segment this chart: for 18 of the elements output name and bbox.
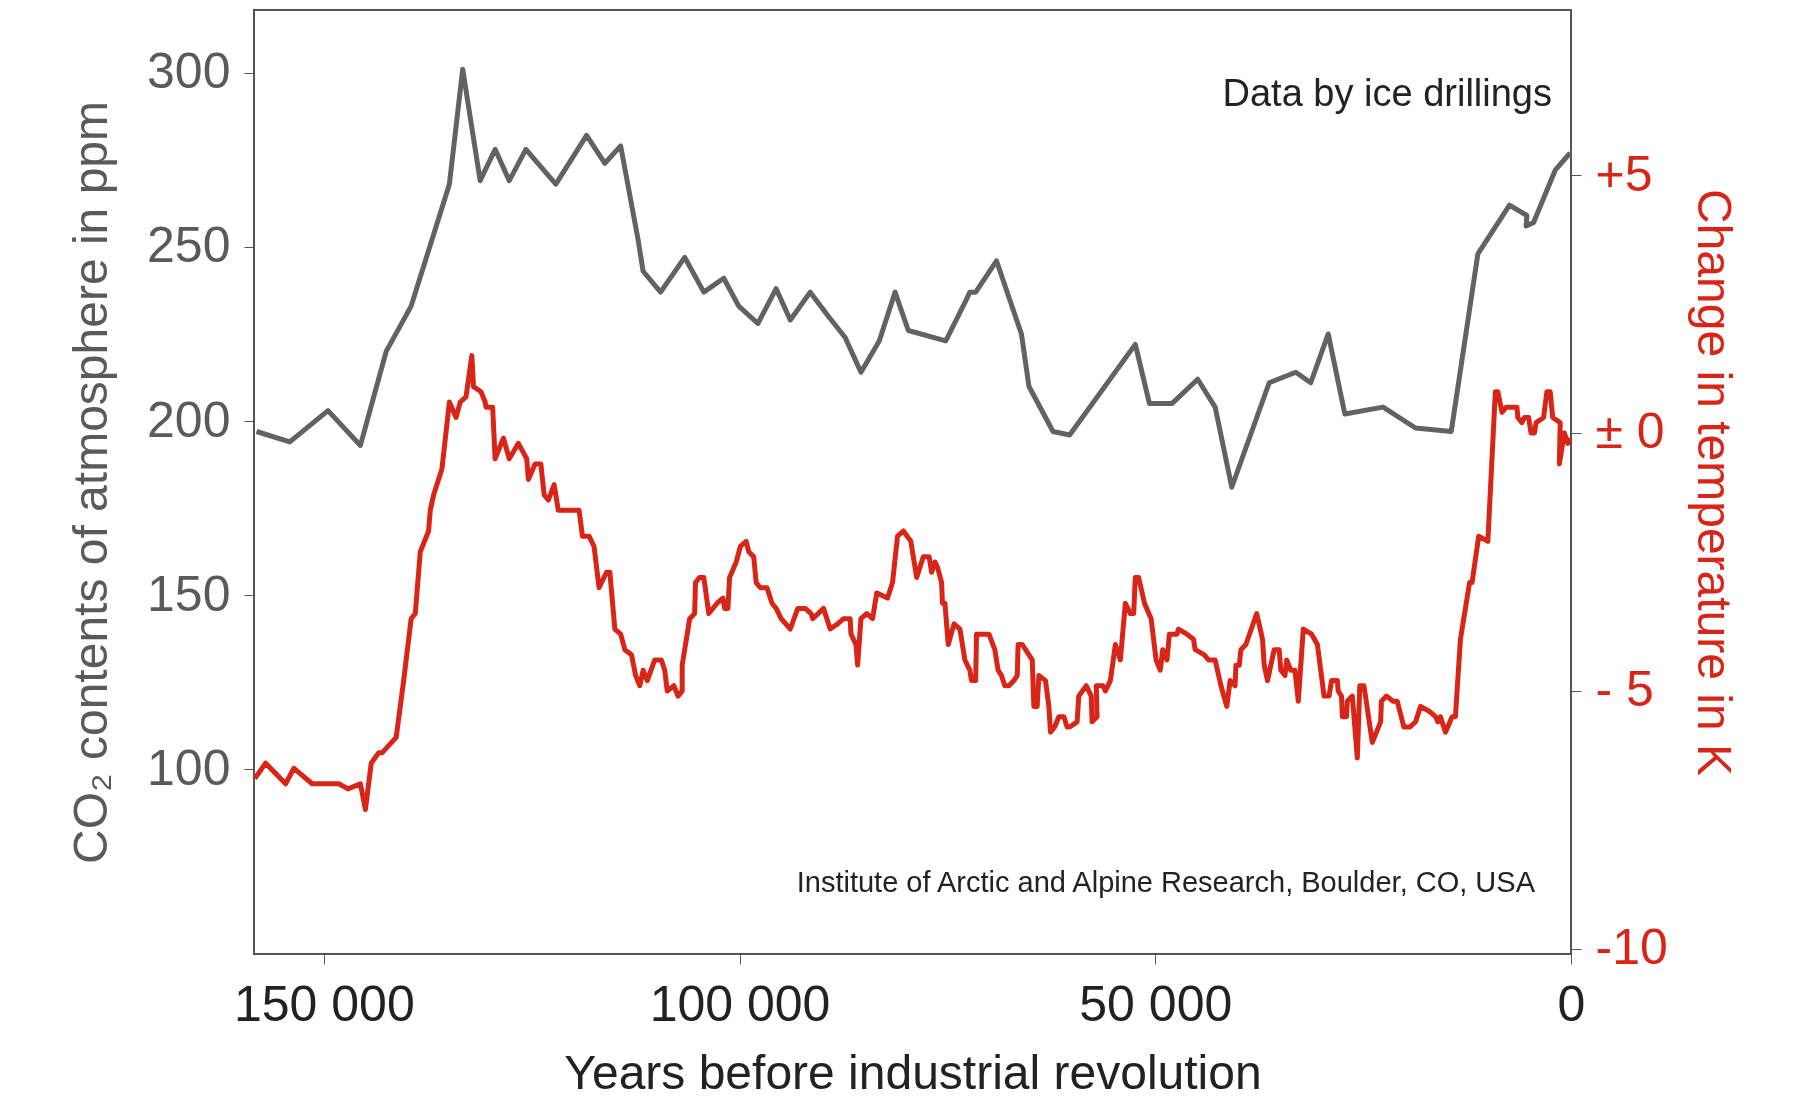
annotation: Data by ice drillings [1222, 72, 1552, 114]
x-axis-title: Years before industrial revolution [564, 1045, 1262, 1099]
y-tick-label: 200 [147, 391, 231, 448]
y-tick-label: 300 [147, 43, 231, 100]
x-tick-label: 0 [1557, 975, 1586, 1032]
x-tick-label: 150 000 [233, 975, 415, 1032]
y2-tick-label: +5 [1595, 145, 1653, 202]
y-axis-title: CO₂ contents of atmosphere in ppm [64, 100, 118, 865]
y2-axis-title: Change in temperature in K [1687, 188, 1741, 777]
annotation: Institute of Arctic and Alpine Research, Boulder, CO, USA [796, 866, 1536, 898]
y-tick-label: 100 [147, 739, 231, 796]
x-tick-label: 50 000 [1079, 975, 1233, 1032]
x-tick-label: 100 000 [649, 975, 831, 1032]
y2-tick-label: - 5 [1595, 661, 1654, 718]
y-tick-label: 250 [147, 217, 231, 274]
y2-tick-label: -10 [1595, 919, 1668, 976]
y2-tick-label: ± 0 [1595, 403, 1665, 460]
y-tick-label: 150 [147, 565, 231, 622]
